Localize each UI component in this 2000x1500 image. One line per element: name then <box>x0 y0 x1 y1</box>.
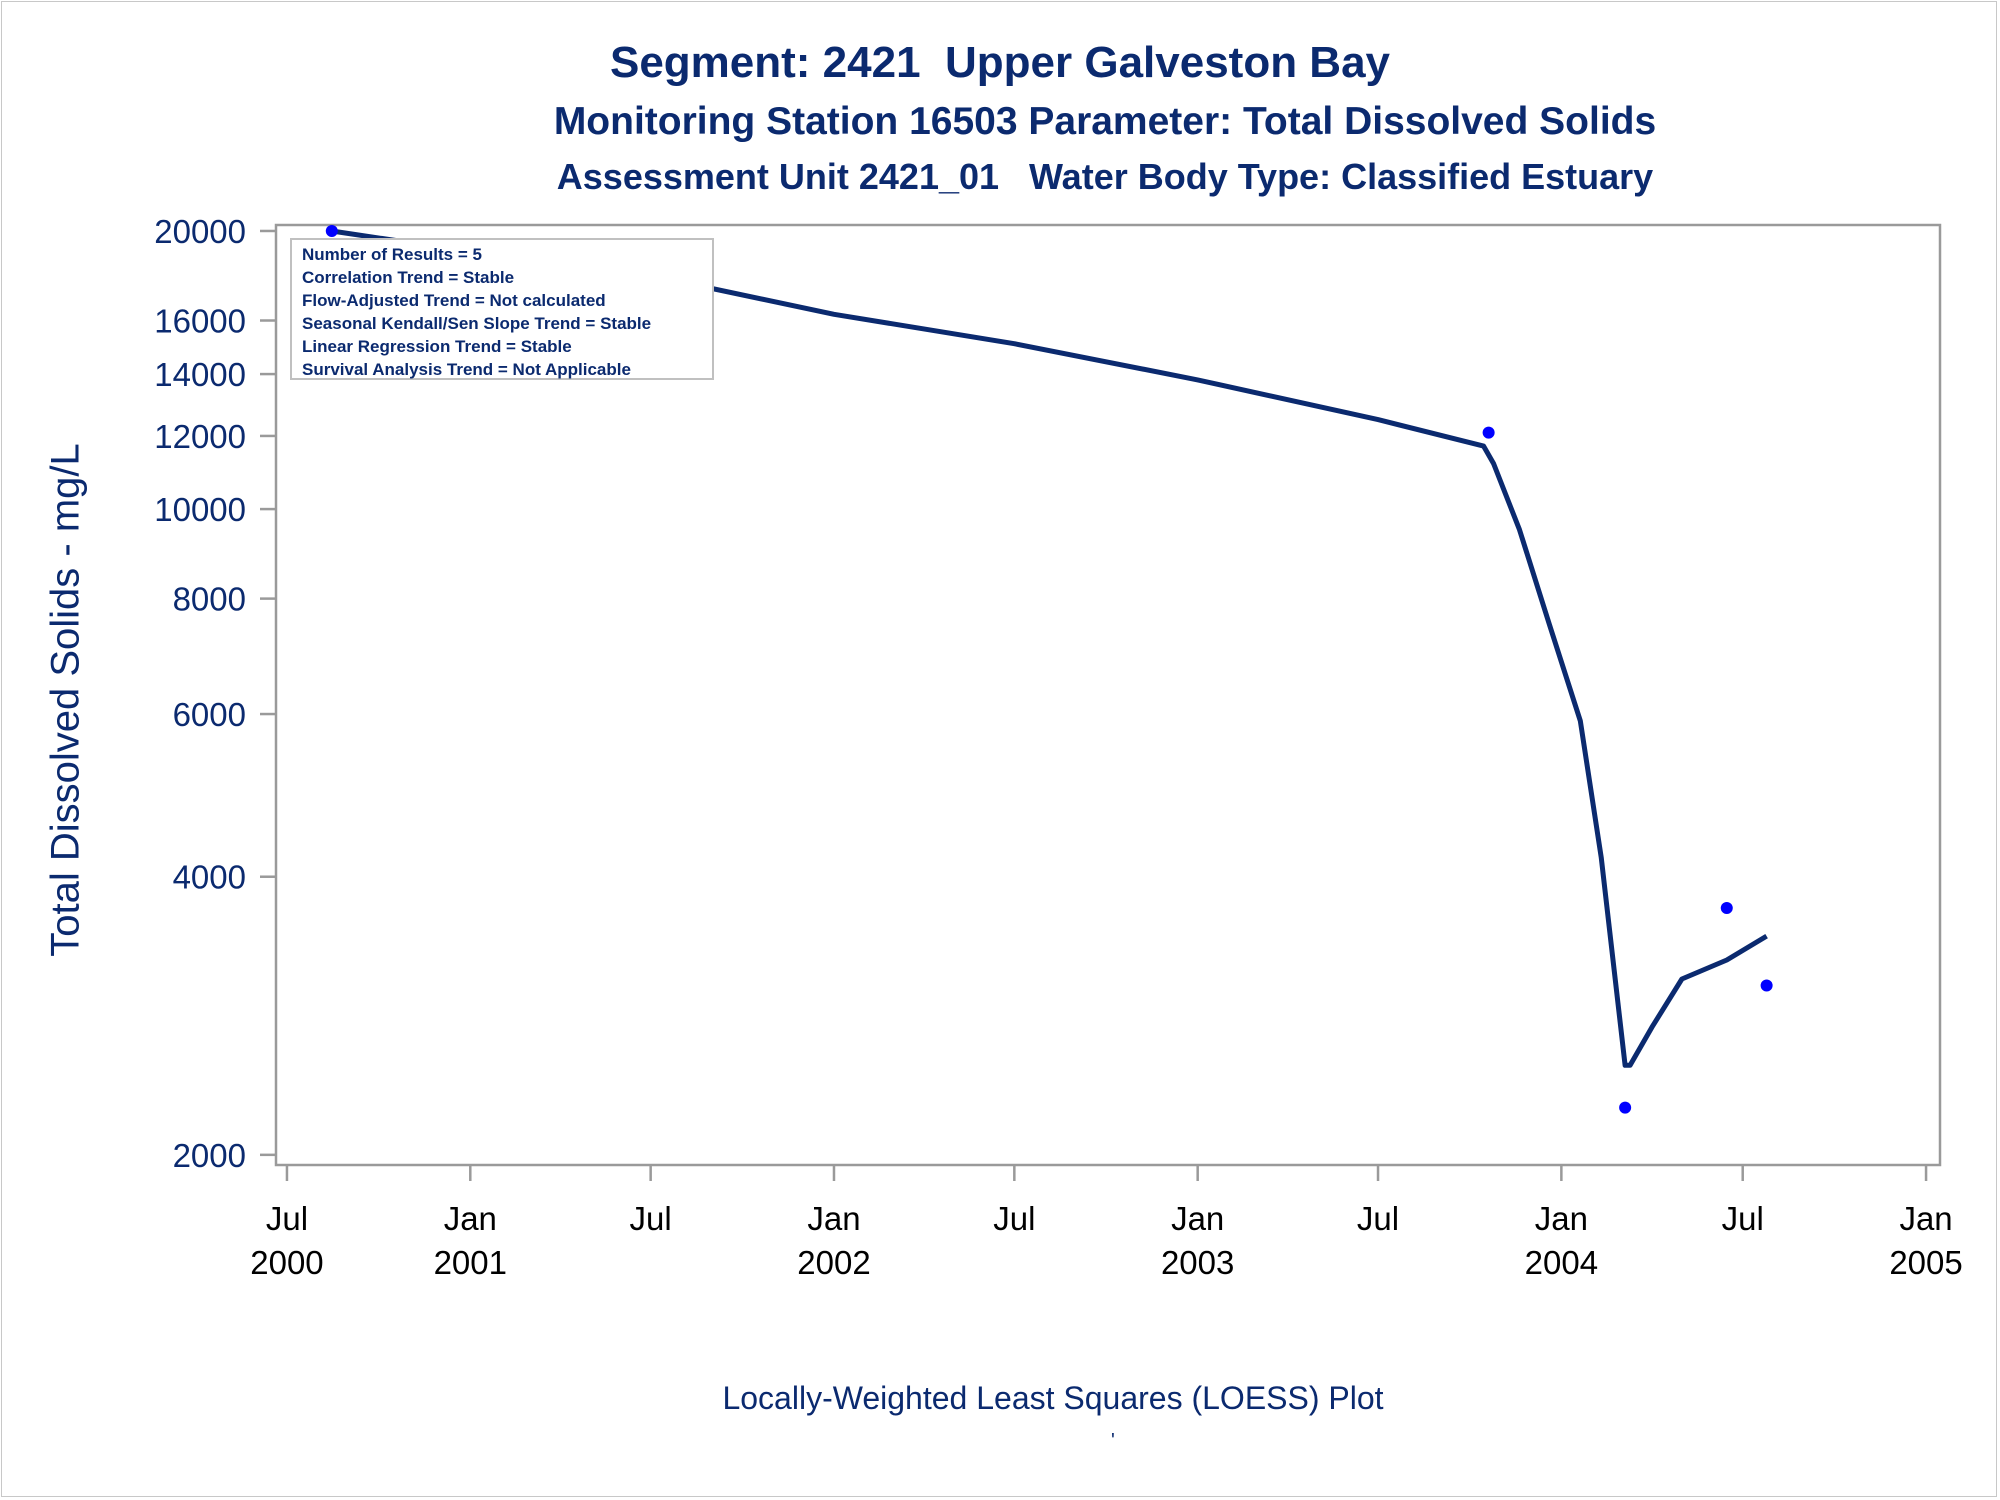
data-point <box>325 224 338 237</box>
chart-title: Segment: 2421 Upper Galveston Bay <box>609 38 1391 87</box>
annotation-line: Correlation Trend = Stable <box>302 268 514 287</box>
annotation-box-frame <box>290 238 714 380</box>
x-tick-label: Jan <box>1535 1200 1588 1237</box>
x-tick-label: Jul <box>1722 1200 1764 1237</box>
y-tick-label: 16000 <box>154 303 246 340</box>
x-axis: Jul 2000 Jan 2001 Jul Jan 2002 Jul Jan 2003 Jul Jan… <box>250 1165 1963 1281</box>
annotation-line: Seasonal Kendall/Sen Slope Trend = Stabl… <box>302 314 651 333</box>
x-axis-label: Locally-Weighted Least Squares (LOESS) P… <box>722 1380 1384 1416</box>
data-point <box>1619 1101 1632 1114</box>
x-tick-label: Jul <box>993 1200 1035 1237</box>
y-tick-label: 12000 <box>154 418 246 455</box>
chart-subtitle-2: Assessment Unit 2421_01 Water Body Type:… <box>556 156 1654 197</box>
x-tick-label-year: 2002 <box>797 1244 870 1281</box>
data-point <box>1482 426 1495 439</box>
annotation-line: Number of Results = 5 <box>302 245 482 264</box>
x-tick-label: Jul <box>630 1200 672 1237</box>
x-tick-label-year: 2000 <box>250 1244 323 1281</box>
x-tick-label: Jan <box>1171 1200 1224 1237</box>
data-point <box>1720 902 1733 915</box>
x-tick-label: Jan <box>444 1200 497 1237</box>
x-tick-label-year: 2004 <box>1525 1244 1598 1281</box>
x-tick-label-year: 2003 <box>1161 1244 1234 1281</box>
loess-line <box>331 228 1768 1068</box>
y-tick-label: 8000 <box>173 581 246 618</box>
x-tick-label-year: 2001 <box>434 1244 507 1281</box>
annotation-line: Linear Regression Trend = Stable <box>302 337 572 356</box>
x-tick-label: Jul <box>1357 1200 1399 1237</box>
x-tick-label: Jan <box>1899 1200 1952 1237</box>
annotation-line: Flow-Adjusted Trend = Not calculated <box>302 291 606 310</box>
y-tick-label: 20000 <box>154 213 246 250</box>
y-tick-label: 2000 <box>173 1137 246 1174</box>
x-tick-label-year: 2005 <box>1889 1244 1962 1281</box>
annotation-box: Number of Results = 5 Correlation Trend =… <box>290 238 714 380</box>
x-tick-label: Jul <box>266 1200 308 1237</box>
data-point <box>1760 979 1773 992</box>
x-tick-label: Jan <box>807 1200 860 1237</box>
y-tick-label: 10000 <box>154 491 246 528</box>
annotation-line: Survival Analysis Trend = Not Applicable <box>302 360 631 379</box>
y-tick-label: 6000 <box>173 696 246 733</box>
series-group <box>325 224 1773 1114</box>
y-tick-label: 4000 <box>173 859 246 896</box>
y-tick-label: 14000 <box>154 356 246 393</box>
footer-mark: ' <box>1111 1430 1115 1452</box>
chart-subtitle: Monitoring Station 16503 Parameter: Tota… <box>553 100 1657 143</box>
plot-area-frame <box>274 223 1942 1167</box>
y-axis: 2000 4000 6000 8000 10000 12000 14000 16000 2000… <box>154 213 276 1174</box>
